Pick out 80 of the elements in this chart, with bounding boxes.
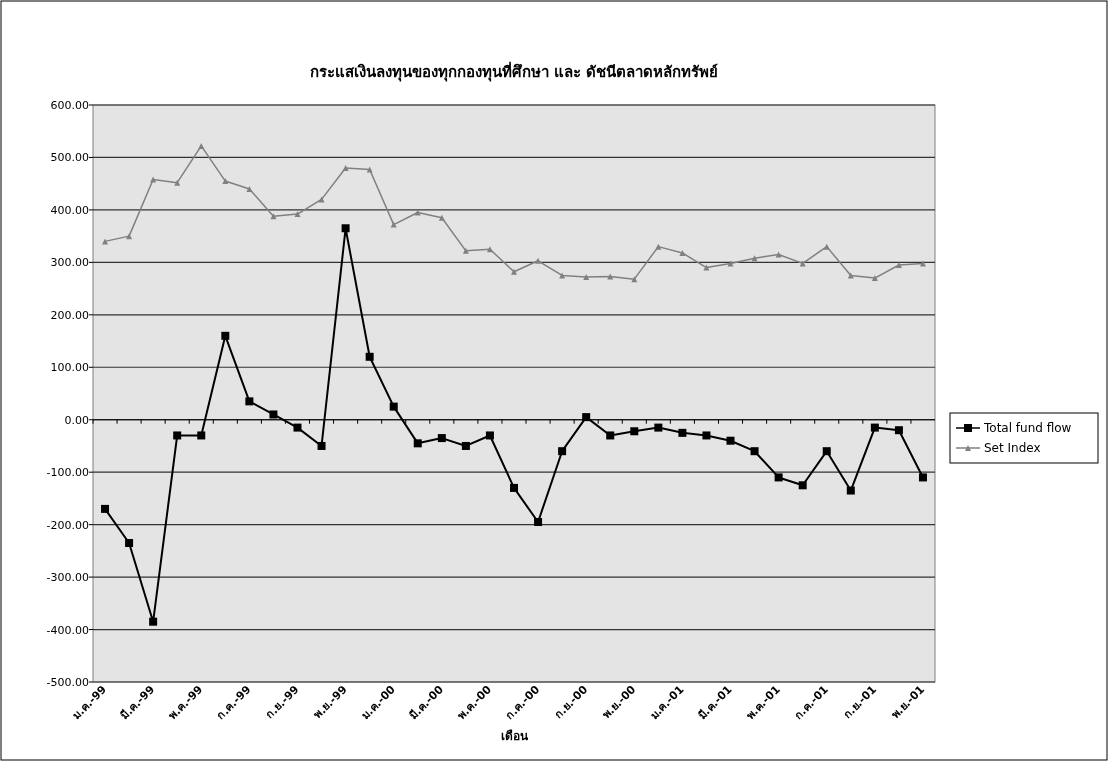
point bbox=[390, 221, 397, 228]
point bbox=[462, 247, 469, 254]
point bbox=[149, 617, 158, 626]
y-tick-label: -500.00 bbox=[46, 676, 89, 689]
point bbox=[655, 243, 662, 250]
point bbox=[413, 439, 422, 448]
point bbox=[342, 164, 349, 171]
point bbox=[511, 268, 517, 275]
point bbox=[125, 539, 134, 547]
point bbox=[823, 243, 830, 250]
point bbox=[270, 213, 277, 220]
y-tick-label: -400.00 bbox=[46, 623, 89, 637]
point bbox=[822, 447, 831, 456]
point bbox=[919, 260, 926, 267]
point bbox=[607, 273, 614, 280]
point bbox=[630, 427, 639, 436]
point bbox=[389, 402, 398, 411]
point bbox=[751, 255, 758, 262]
point bbox=[486, 246, 493, 253]
y-tick-label: 300.00 bbox=[50, 256, 89, 270]
point bbox=[774, 473, 783, 482]
point bbox=[702, 431, 711, 440]
point bbox=[895, 261, 902, 268]
point bbox=[366, 166, 373, 173]
point bbox=[173, 431, 182, 440]
point bbox=[341, 224, 350, 233]
point bbox=[727, 260, 734, 267]
legend-label: Set Index bbox=[984, 441, 1041, 455]
y-tick-label: -100.00 bbox=[46, 466, 89, 480]
point bbox=[894, 426, 903, 435]
point bbox=[678, 428, 687, 437]
legend-label: Total fund flow bbox=[983, 421, 1072, 435]
point bbox=[918, 473, 927, 482]
point bbox=[126, 233, 133, 240]
point bbox=[870, 423, 879, 432]
point bbox=[703, 264, 710, 271]
y-tick-label: 0.00 bbox=[64, 413, 89, 427]
point bbox=[726, 436, 735, 445]
point bbox=[606, 431, 615, 440]
point bbox=[197, 431, 206, 440]
point bbox=[293, 423, 302, 432]
point bbox=[437, 434, 446, 443]
chart-title: กระแสเงินลงทุนของทุกกองทุนที่ศึกษา และ ดัชนีตลาดหลักทรัพย์ bbox=[309, 61, 719, 82]
x-axis-title: เดือน bbox=[500, 729, 529, 743]
point bbox=[750, 447, 759, 456]
point bbox=[438, 214, 445, 221]
y-tick-label: 500.00 bbox=[50, 151, 89, 165]
point bbox=[534, 518, 543, 527]
point bbox=[535, 257, 542, 264]
point bbox=[510, 483, 518, 492]
point bbox=[318, 196, 325, 203]
point bbox=[485, 431, 494, 440]
point bbox=[582, 413, 591, 422]
point bbox=[174, 179, 181, 186]
point bbox=[222, 178, 229, 185]
y-tick-label: 600.00 bbox=[50, 99, 89, 112]
point bbox=[654, 423, 663, 432]
point bbox=[101, 504, 110, 513]
point bbox=[871, 275, 878, 282]
point bbox=[414, 209, 421, 216]
point bbox=[317, 441, 326, 450]
y-tick-label: 200.00 bbox=[50, 308, 89, 322]
y-tick-label: -200.00 bbox=[46, 518, 89, 532]
point bbox=[558, 447, 567, 456]
point bbox=[846, 486, 855, 495]
point bbox=[294, 211, 301, 218]
y-tick-label: 400.00 bbox=[50, 203, 89, 217]
point bbox=[221, 331, 230, 340]
point bbox=[461, 441, 470, 450]
point bbox=[798, 481, 807, 490]
point bbox=[365, 352, 374, 361]
point bbox=[583, 274, 590, 281]
point bbox=[269, 410, 278, 419]
point bbox=[246, 185, 253, 192]
y-tick-label: -300.00 bbox=[46, 571, 89, 585]
point bbox=[102, 238, 109, 245]
y-tick-label: 100.00 bbox=[50, 361, 89, 375]
point bbox=[198, 142, 205, 149]
point bbox=[245, 397, 254, 406]
point bbox=[679, 249, 686, 256]
